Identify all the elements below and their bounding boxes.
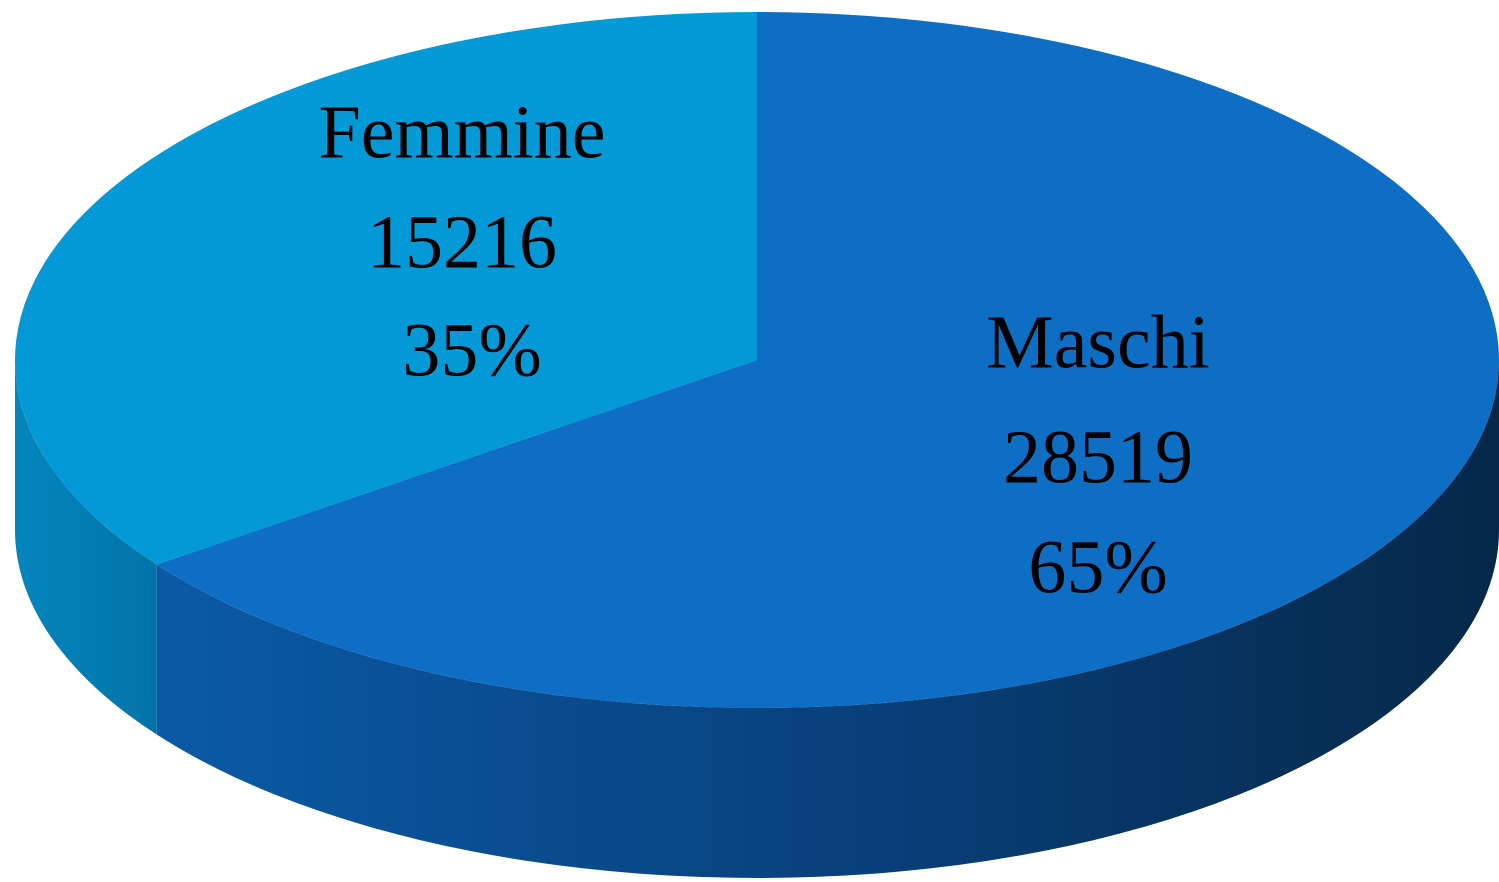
slice-count: 28519 xyxy=(1003,415,1193,499)
slice-label: Femmine xyxy=(318,90,605,174)
slice-label: Maschi xyxy=(986,300,1210,384)
labels: Femmine 15216 35% Maschi 28519 65% xyxy=(318,90,1209,609)
pie xyxy=(15,12,1499,878)
slice-side xyxy=(156,360,1499,878)
slice-percent: 35% xyxy=(402,308,541,392)
slice xyxy=(156,12,1499,708)
slice-percent: 65% xyxy=(1028,525,1167,609)
slice-side xyxy=(15,360,157,735)
slice-count: 15216 xyxy=(367,200,557,284)
slice xyxy=(15,12,758,565)
